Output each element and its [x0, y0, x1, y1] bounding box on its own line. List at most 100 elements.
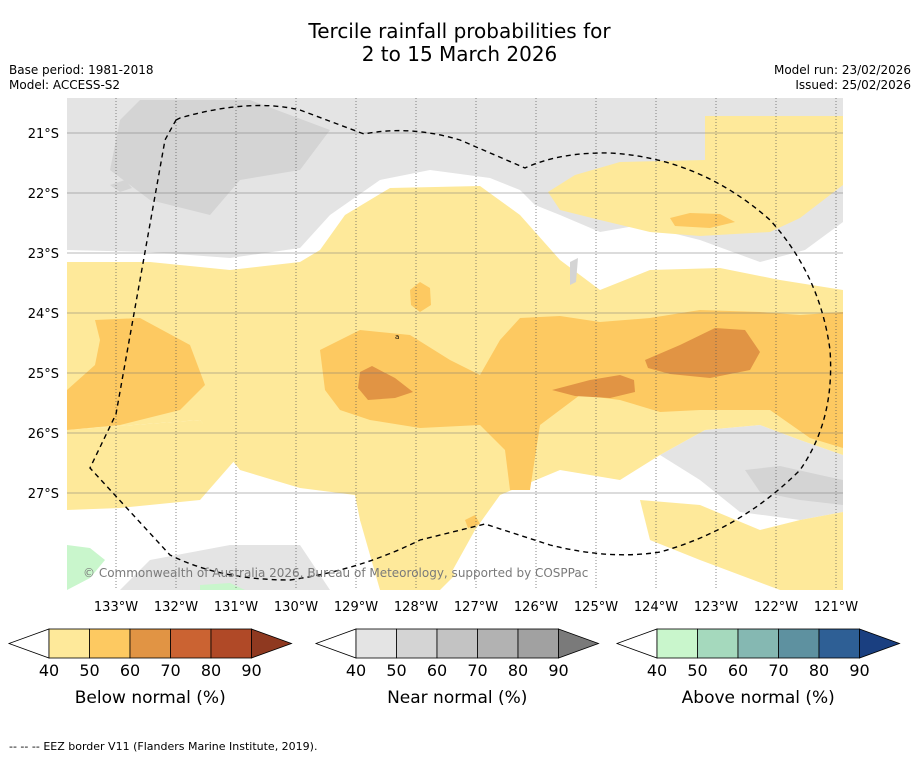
- colorbar-tick-label: 40: [39, 661, 59, 680]
- x-tick-label: 131°W: [214, 600, 258, 615]
- eez-legend-symbol: -- -- --: [9, 740, 40, 753]
- colorbar-tick-label: 90: [241, 661, 261, 680]
- above-normal-region-southwest: [67, 545, 105, 590]
- chart-title-line2: 2 to 15 March 2026: [361, 42, 558, 66]
- gridlines-lat: [67, 132, 843, 494]
- colorbar-tick-label: 70: [160, 661, 180, 680]
- colorbar-segment: [48, 628, 90, 659]
- colorbar-segment: [818, 628, 860, 659]
- colorbar-segment: [436, 628, 478, 659]
- colorbar-tick-label: 80: [201, 661, 221, 680]
- colorbar-extend-low: [615, 628, 658, 659]
- below-normal-region-south-lobe: [360, 520, 455, 590]
- x-tick-label: 122°W: [754, 600, 798, 615]
- eez-legend-text: EEZ border V11 (Flanders Marine Institut…: [43, 740, 318, 753]
- x-tick-label: 126°W: [514, 600, 558, 615]
- colorbar-segment: [778, 628, 820, 659]
- colorbar-1: 40 50 60 70 80 90 Near normal (%): [314, 628, 600, 708]
- y-tick-label: 25°S: [28, 367, 59, 382]
- x-tick-label: 132°W: [154, 600, 198, 615]
- below-normal-region-southeast-strip: [640, 500, 843, 590]
- colorbar-0: 40 50 60 70 80 90 Below normal (%): [7, 628, 293, 708]
- colorbar-extend-low: [314, 628, 357, 659]
- colorbar-tick-label: 90: [849, 661, 869, 680]
- colorbar-tick-label: 40: [346, 661, 366, 680]
- y-tick-label: 23°S: [28, 247, 59, 262]
- probability-field: [67, 98, 843, 590]
- colorbar-segment: [89, 628, 131, 659]
- near-normal-darker-north: [110, 100, 330, 215]
- y-tick-label: 26°S: [28, 427, 59, 442]
- x-tick-label: 121°W: [814, 600, 858, 615]
- y-tick-label: 22°S: [28, 187, 59, 202]
- colorbar-tick-label: 70: [467, 661, 487, 680]
- colorbar-tick-label: 40: [647, 661, 667, 680]
- above-normal-region-south: [200, 583, 245, 590]
- colorbar-segment: [355, 628, 397, 659]
- colorbar-extend-high: [251, 628, 293, 659]
- model-label: Model: ACCESS-S2: [9, 78, 121, 92]
- x-tick-label: 128°W: [394, 600, 438, 615]
- below-normal-70-west: [358, 366, 413, 400]
- y-tick-label: 24°S: [28, 307, 59, 322]
- colorbar-tick-label: 60: [427, 661, 447, 680]
- below-normal-60-ne: [670, 213, 735, 228]
- below-normal-60-north-blob: [410, 282, 431, 312]
- near-normal-region-southwest: [120, 545, 330, 590]
- x-tick-label: 133°W: [94, 600, 138, 615]
- colorbar-tick-label: 60: [728, 661, 748, 680]
- colorbar-title: Above normal (%): [682, 688, 835, 708]
- below-normal-70-east: [645, 328, 760, 378]
- colorbar-extend-low: [7, 628, 50, 659]
- y-axis: 21°S 22°S 23°S 24°S 25°S 26°S 27°S: [28, 127, 59, 502]
- x-tick-label: 130°W: [274, 600, 318, 615]
- colorbar-segment: [737, 628, 779, 659]
- colorbar-extend-high: [558, 628, 600, 659]
- colorbar-segment: [517, 628, 559, 659]
- colorbar-extend-high: [859, 628, 901, 659]
- issued-label: Issued: 25/02/2026: [795, 78, 911, 92]
- colorbar-segment: [210, 628, 252, 659]
- eez-border: [89, 104, 832, 581]
- colorbar-segment: [477, 628, 519, 659]
- copyright-watermark: © Commonwealth of Australia 2026, Bureau…: [83, 566, 588, 580]
- colorbar-tick-label: 70: [768, 661, 788, 680]
- model-run-label: Model run: 23/02/2026: [773, 63, 911, 77]
- colorbar-tick-label: 50: [687, 661, 707, 680]
- map-marker-a: a: [395, 333, 399, 341]
- colorbar-tick-label: 80: [508, 661, 528, 680]
- colorbar-title: Near normal (%): [387, 688, 527, 708]
- x-tick-label: 124°W: [634, 600, 678, 615]
- gridlines: [115, 98, 837, 590]
- colorbar-title: Below normal (%): [75, 688, 226, 708]
- colorbar-2: 40 50 60 70 80 90 Above normal (%): [615, 628, 901, 708]
- x-tick-label: 127°W: [454, 600, 498, 615]
- colorbar-tick-label: 90: [548, 661, 568, 680]
- near-normal-darker-southeast: [745, 466, 843, 505]
- chart-title-line1: Tercile rainfall probabilities for: [308, 19, 611, 43]
- colorbar-tick-label: 50: [386, 661, 406, 680]
- colorbar-segment: [396, 628, 438, 659]
- colorbar-segment: [170, 628, 212, 659]
- colorbar-segment: [656, 628, 698, 659]
- below-normal-70-central: [552, 375, 635, 398]
- x-tick-label: 125°W: [574, 600, 618, 615]
- x-tick-label: 129°W: [334, 600, 378, 615]
- x-axis: 133°W 132°W 131°W 130°W 129°W 128°W 127°…: [94, 600, 858, 615]
- colorbar-tick-label: 80: [809, 661, 829, 680]
- base-period-label: Base period: 1981-2018: [9, 63, 154, 77]
- below-normal-region-west-tongue: [67, 420, 235, 510]
- near-normal-small-blob: [570, 258, 578, 285]
- colorbars: 40 50 60 70 80 90 Below normal (%) 40 50 60 70 80 90…: [7, 628, 901, 708]
- colorbar-tick-label: 50: [79, 661, 99, 680]
- colorbar-segment: [129, 628, 171, 659]
- colorbar-segment: [697, 628, 739, 659]
- eez-legend: -- -- -- EEZ border V11 (Flanders Marine…: [9, 740, 317, 753]
- colorbar-tick-label: 60: [120, 661, 140, 680]
- below-normal-region-ne: [548, 116, 843, 236]
- x-tick-label: 123°W: [694, 600, 738, 615]
- below-normal-60-west: [67, 318, 205, 430]
- y-tick-label: 21°S: [28, 127, 59, 142]
- near-normal-darker-small: [110, 180, 132, 192]
